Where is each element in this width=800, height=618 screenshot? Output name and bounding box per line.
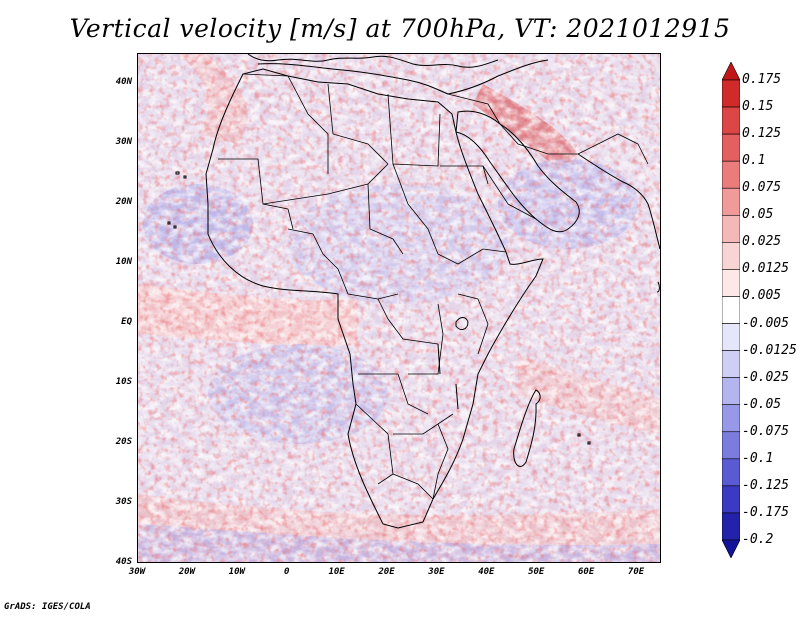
colorbar-segment xyxy=(722,512,740,541)
coast-europe xyxy=(247,54,499,68)
border-south-sudan xyxy=(437,248,507,265)
colorbar-level-label: -0.075 xyxy=(742,423,789,439)
colorbar-segment xyxy=(722,485,740,514)
border-botswana-zimbabwe xyxy=(393,413,454,435)
lon-tick-label: 40E xyxy=(478,567,495,577)
colorbar-segment xyxy=(722,187,740,216)
border-algeria-libya xyxy=(327,83,389,165)
colorbar-level-label: 0.125 xyxy=(742,126,782,142)
lon-tick-label: 30W xyxy=(128,567,146,577)
lon-tick-label: 20W xyxy=(178,567,196,577)
colorbar xyxy=(722,62,740,558)
colorbar-segment xyxy=(722,242,740,270)
lon-tick-label: 20E xyxy=(378,567,395,577)
lon-tick-label: 10W xyxy=(228,567,245,577)
lon-tick-label: 10E xyxy=(328,567,345,577)
lon-tick-label: 60E xyxy=(578,567,595,577)
border-drc-east xyxy=(408,303,444,375)
colorbar-level-label: 0.075 xyxy=(742,180,782,196)
lat-tick-label: 20S xyxy=(115,437,132,447)
coast-atlantic-islands xyxy=(167,171,187,229)
field-noise-red xyxy=(138,54,660,562)
lat-tick-label: 10S xyxy=(115,377,132,387)
country-borders xyxy=(218,73,649,500)
coastlines xyxy=(167,54,660,529)
border-chad xyxy=(367,183,404,255)
colorbar-segment xyxy=(722,458,740,487)
border-afghanistan-pakistan xyxy=(577,133,649,165)
map-panel xyxy=(137,53,661,563)
colorbar-segment xyxy=(722,160,740,189)
border-tanzania xyxy=(457,293,489,355)
coast-med-south xyxy=(257,59,549,95)
coast-africa xyxy=(205,68,544,529)
border-libya-egypt xyxy=(387,93,441,167)
colorbar-level-label: 0.175 xyxy=(742,72,782,87)
coast-srilanka xyxy=(656,281,660,293)
colorbar-segment xyxy=(722,269,740,297)
border-namibia xyxy=(355,403,394,485)
lat-tick-label: 20N xyxy=(115,197,132,207)
lake-victoria xyxy=(455,317,469,330)
lat-tick-label: 10N xyxy=(115,257,132,267)
coast-iran-india xyxy=(577,153,660,250)
lat-tick-label: 40N xyxy=(115,77,132,87)
colorbar-segment xyxy=(722,79,740,108)
colorbar-segment xyxy=(722,431,740,460)
border-iraq-iran xyxy=(499,123,578,155)
colorbar-level-label: -0.125 xyxy=(742,477,789,493)
border-cameroon-car xyxy=(337,268,399,300)
lon-tick-label: 30E xyxy=(428,567,445,577)
lake-malawi xyxy=(455,383,459,410)
colorbar-segment xyxy=(722,133,740,162)
border-congo xyxy=(377,298,439,345)
map-svg xyxy=(138,54,660,562)
lat-tick-label: 30S xyxy=(115,497,132,507)
colorbar-level-label: -0.1 xyxy=(742,450,774,466)
colorbar-level-label: -0.025 xyxy=(742,369,789,385)
lakes xyxy=(437,317,469,410)
border-mozambique xyxy=(432,423,449,500)
colorbar-level-label: -0.0125 xyxy=(742,342,797,358)
lon-tick-label: 70E xyxy=(627,567,645,577)
colorbar-level-label: -0.005 xyxy=(742,315,789,331)
lat-tick-label: 40S xyxy=(115,557,132,567)
colorbar-level-label: -0.05 xyxy=(742,396,782,412)
lon-tick-label: 0 xyxy=(283,567,290,577)
colorbar-segment xyxy=(722,214,740,243)
coast-mascarenes xyxy=(577,433,591,445)
lat-tick-label: EQ xyxy=(121,317,132,327)
colorbar-level-label: 0.15 xyxy=(742,99,774,115)
colorbar-level-label: 0.05 xyxy=(742,207,774,223)
lake-tanganyika xyxy=(437,343,441,375)
lat-tick-label: 30N xyxy=(115,137,132,147)
colorbar-level-label: 0.005 xyxy=(742,288,782,304)
border-arabia-yemen xyxy=(482,165,537,220)
colorbar-top-triangle xyxy=(722,62,740,81)
colorbar-level-label: 0.0125 xyxy=(742,261,789,277)
colorbar-segment xyxy=(722,323,740,351)
border-south-africa xyxy=(392,473,434,500)
lon-tick-label: 50E xyxy=(528,567,545,577)
colorbar-segment xyxy=(722,377,740,406)
colorbar-level-label: -0.175 xyxy=(742,504,789,520)
colorbar-segment xyxy=(722,106,740,135)
border-angola xyxy=(358,373,429,415)
colorbar-bottom-triangle xyxy=(722,539,740,558)
border-sudan-chad xyxy=(392,163,439,255)
footer-credit: GrADS: IGES/COLA xyxy=(4,602,91,612)
colorbar-segment xyxy=(722,350,740,378)
border-mali-niger xyxy=(262,163,389,205)
colorbar-level-label: 0.025 xyxy=(742,234,782,250)
coast-madagascar xyxy=(513,389,541,467)
border-algeria-west xyxy=(242,73,329,174)
border-nigeria xyxy=(287,228,339,270)
plot-title: Vertical velocity [m/s] at 700hPa, VT: 2… xyxy=(69,14,731,43)
colorbar-level-label: -0.2 xyxy=(742,532,774,547)
border-levant xyxy=(447,93,501,125)
colorbar-segment xyxy=(722,296,740,324)
colorbar-level-label: 0.1 xyxy=(742,153,766,169)
colorbar-segment xyxy=(722,404,740,433)
